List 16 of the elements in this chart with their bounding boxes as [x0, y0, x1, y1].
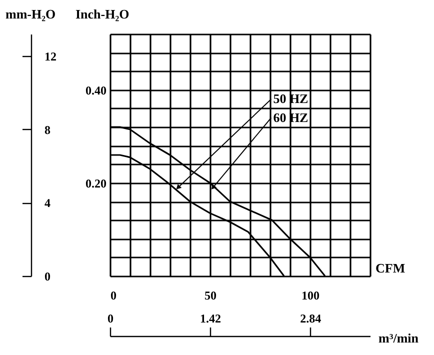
- y-tick-label: 0.20: [86, 176, 106, 190]
- y2-tick-label: 8: [44, 122, 50, 137]
- x-tick-label: 0: [110, 288, 116, 302]
- x2-tick-label: 2.84: [300, 312, 322, 326]
- y-tick-label: 0.40: [86, 83, 106, 98]
- x2-axis-title: m³/min: [378, 330, 420, 346]
- x-tick-label: 50: [204, 288, 216, 302]
- y2-tick-label: 12: [44, 50, 56, 64]
- y2-axis-title: mm-H₂O: [6, 6, 56, 22]
- y2-tick-label: 0: [44, 270, 50, 284]
- x-tick-label: 100: [302, 288, 320, 302]
- x2-tick-label: 1.42: [200, 312, 222, 326]
- x2-tick-label: 0: [108, 312, 114, 326]
- x-axis-title: CFM: [376, 260, 406, 276]
- y2-tick-label: 4: [44, 196, 50, 210]
- y-axis-title: Inch-H₂O: [76, 6, 130, 22]
